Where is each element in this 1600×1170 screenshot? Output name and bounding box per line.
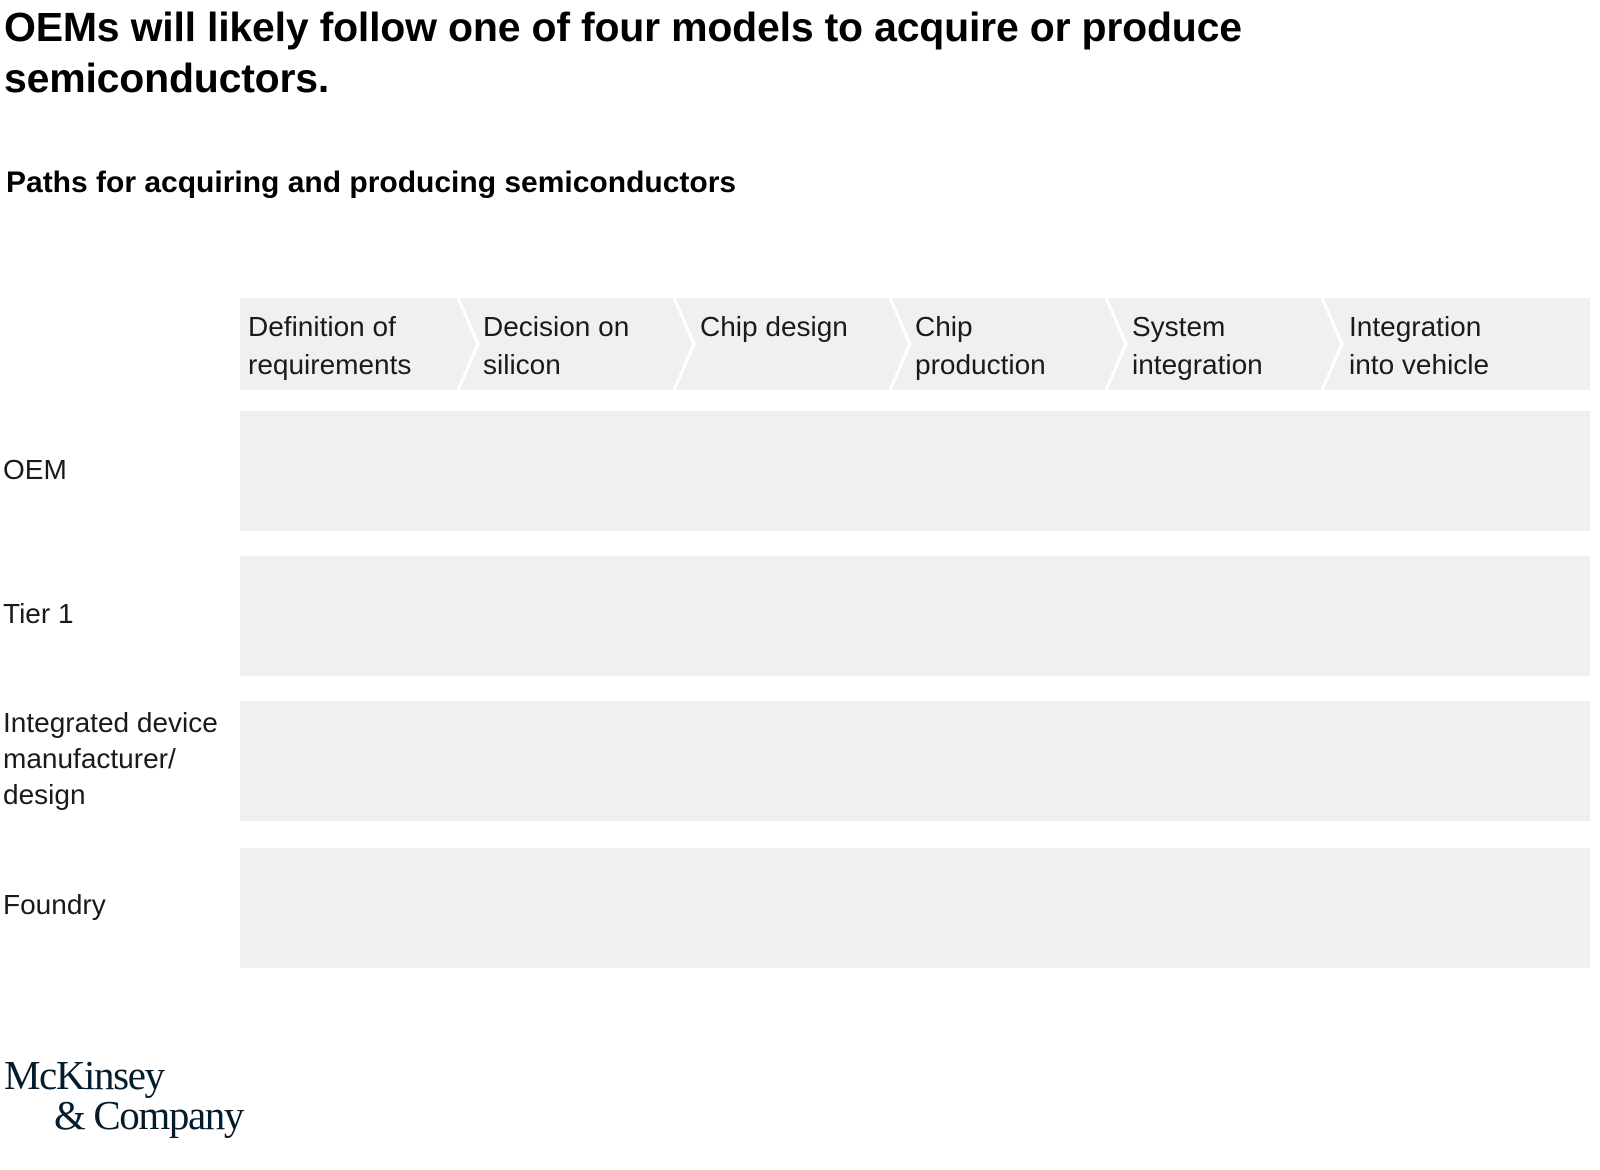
row-band-tier-1 [240, 556, 1590, 676]
stage-chevron-divider [888, 298, 912, 390]
stage-decision-on-silicon: Decision on silicon [483, 311, 630, 380]
stage-chevron-divider [672, 298, 696, 390]
row-band-foundry [240, 848, 1590, 968]
page-title: OEMs will likely follow one of four mode… [4, 4, 1242, 101]
stage-integration-into-vehicle: Integration into vehicle [1349, 311, 1490, 380]
stage-chevron-divider [1104, 298, 1128, 390]
stage-definition-of-requirements: Definition of requirements [248, 311, 412, 380]
row-band-oem [240, 411, 1590, 531]
logo-line-2: & Company [54, 1092, 244, 1138]
stage-system-integration: System integration [1132, 311, 1263, 380]
stage-chevron-bar [240, 298, 1590, 390]
stage-chip-production: Chip production [915, 311, 1046, 380]
row-band-integrated-device-manufacturer [240, 701, 1590, 821]
stage-chevron-divider [456, 298, 480, 390]
row-label-integrated-device-manufacturer: Integrated device manufacturer/ design [3, 707, 218, 810]
stage-chevron-divider [1320, 298, 1344, 390]
row-label-foundry: Foundry [3, 889, 106, 920]
stage-chip-design: Chip design [700, 311, 848, 342]
chart-subtitle: Paths for acquiring and producing semico… [6, 166, 737, 199]
mckinsey-logo: McKinsey & Company [4, 1052, 244, 1138]
logo-line-1: McKinsey [4, 1052, 165, 1098]
row-label-oem: OEM [3, 454, 67, 485]
row-label-tier-1: Tier 1 [3, 598, 74, 629]
